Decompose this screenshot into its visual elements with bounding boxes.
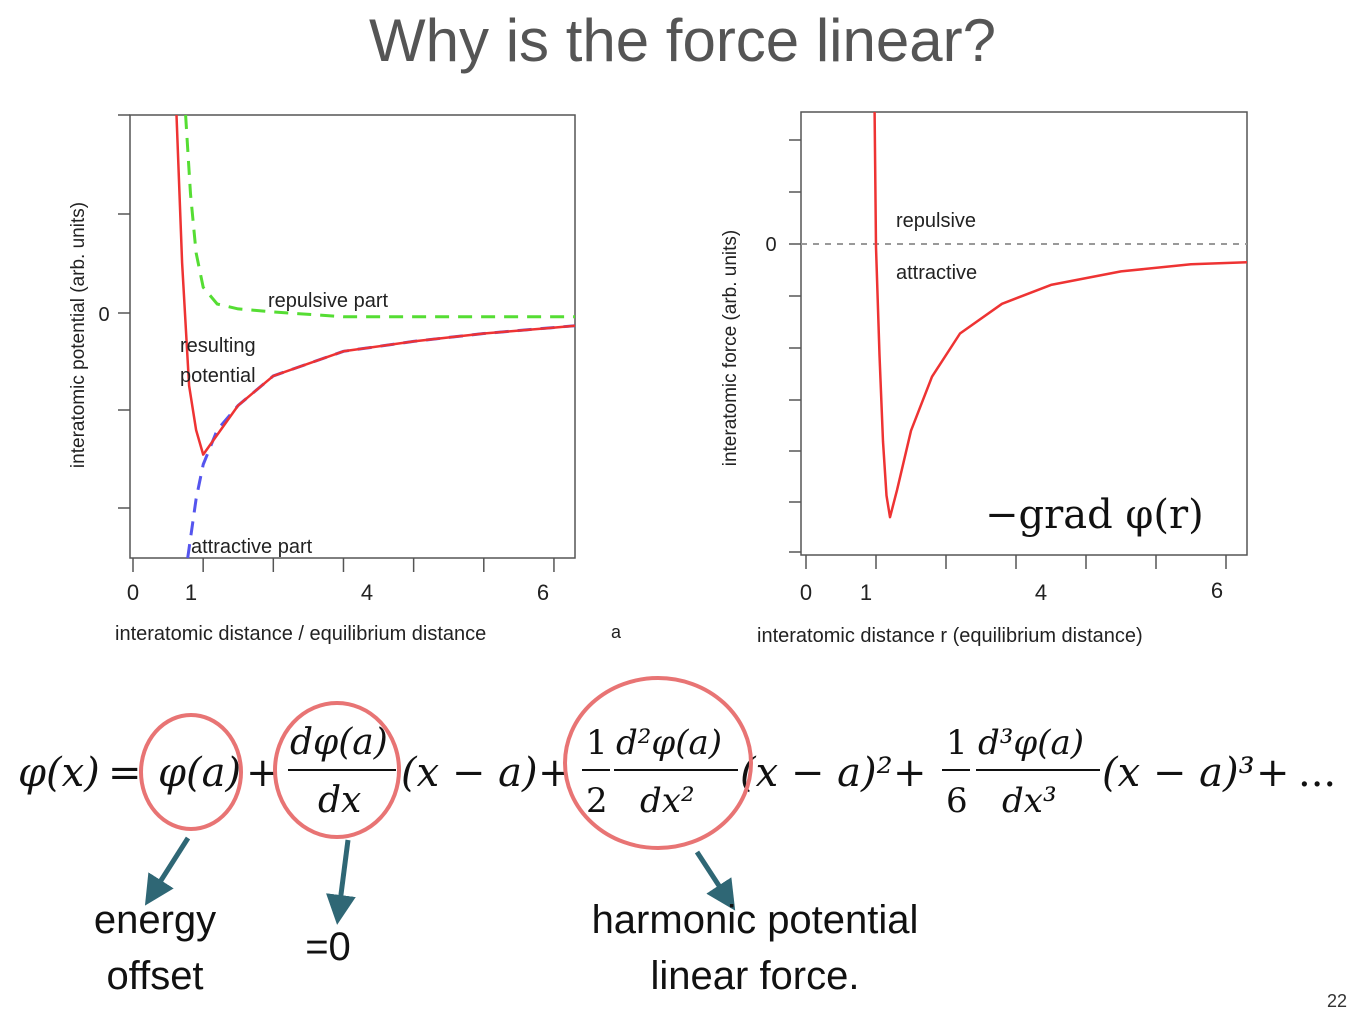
potential-xlabel-a: a: [611, 622, 622, 642]
force-xtick-1: 1: [860, 580, 872, 605]
potential-xtick-0: 0: [127, 580, 139, 605]
force-plot-frame: [789, 111, 1248, 569]
circle-first-derivative: [273, 701, 401, 839]
potential-xlabel: interatomic distance / equilibrium dista…: [115, 623, 486, 645]
potential-ytick-0: 0: [98, 304, 109, 326]
force-xlabel: interatomic distance r (equilibrium dist…: [757, 625, 1143, 647]
annotation-harmonic: harmonic potential linear force.: [520, 892, 990, 1004]
attractive-region-label: attractive: [896, 262, 977, 284]
arrow-harmonic: [694, 850, 736, 911]
resulting-label-line2: potential: [180, 365, 256, 387]
taylor-equation: φ(x) = φ(a) + dφ(a) dx (x − a) + 1 2 d²φ…: [18, 722, 1336, 821]
repulsive-part-label: repulsive part: [268, 290, 389, 312]
force-ytick-0: 0: [765, 234, 776, 256]
svg-text:1: 1: [946, 723, 968, 763]
repulsive-region-label: repulsive: [896, 210, 976, 232]
force-ylabel: interatomic force (arb. units): [720, 230, 741, 467]
force-xtick-0: 0: [800, 580, 812, 605]
potential-plot-frame: [118, 114, 576, 572]
svg-text:dx²: dx²: [640, 781, 695, 821]
series-line-force: [873, 111, 1248, 519]
svg-text:2: 2: [586, 781, 608, 821]
svg-text:1: 1: [586, 723, 608, 763]
circle-energy-offset: [139, 713, 243, 831]
svg-text:dφ(a): dφ(a): [290, 722, 388, 763]
svg-text:(x − a): (x − a): [401, 750, 538, 796]
slide-number: 22: [1326, 991, 1347, 1011]
svg-text:φ(a): φ(a): [158, 750, 241, 796]
svg-text:d²φ(a): d²φ(a): [616, 723, 722, 763]
force-xtick-6: 6: [1211, 578, 1223, 603]
grad-formula: −grad φ(r): [985, 492, 1204, 538]
resulting-label-line1: resulting: [180, 335, 256, 357]
annotation-harmonic-line1: harmonic potential: [591, 898, 919, 942]
attractive-part-label: attractive part: [191, 536, 313, 558]
annotation-zero: =0: [305, 925, 351, 969]
annotation-energy-line2: offset: [106, 954, 204, 998]
svg-text:=: =: [108, 750, 142, 796]
svg-text:+: +: [1256, 750, 1290, 796]
potential-ylabel: interatomic potential (arb. units): [68, 202, 89, 468]
svg-text:d³φ(a): d³φ(a): [978, 723, 1084, 763]
annotation-energy-line1: energy: [93, 898, 217, 942]
series-line-repulsive-part: [184, 114, 575, 319]
potential-xtick-1: 1: [185, 580, 197, 605]
potential-chart: 0 0 1 4 6 interatomic distance / equilib…: [68, 114, 622, 645]
svg-text:φ(x): φ(x): [18, 750, 100, 796]
arrow-energy-offset: [144, 836, 191, 906]
force-chart: 0 0 1 4 6 interatomic distance r (equili…: [720, 111, 1248, 647]
annotation-energy-offset: energy offset: [55, 892, 255, 1004]
svg-text:6: 6: [946, 781, 968, 821]
svg-text:...: ...: [1298, 750, 1336, 796]
svg-text:(x − a)²: (x − a)²: [740, 750, 893, 796]
potential-xtick-6: 6: [537, 580, 549, 605]
arrow-zero: [326, 839, 356, 925]
series-line-resulting-potential: [175, 114, 576, 456]
svg-text:dx³: dx³: [1002, 781, 1057, 821]
potential-xtick-4: 4: [361, 580, 373, 605]
svg-text:(x − a)³: (x − a)³: [1102, 750, 1255, 796]
slide-title: Why is the force linear?: [369, 7, 996, 74]
svg-text:+: +: [893, 750, 927, 796]
circle-second-derivative: [563, 676, 753, 850]
annotation-harmonic-line2: linear force.: [650, 954, 860, 998]
force-xtick-4: 4: [1035, 580, 1047, 605]
svg-text:dx: dx: [318, 780, 361, 821]
